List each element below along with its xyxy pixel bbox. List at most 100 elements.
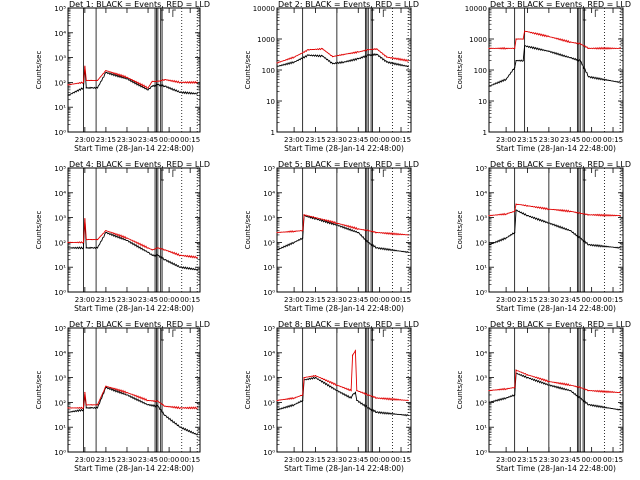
lld-point [91, 404, 93, 406]
series-lld-line [67, 218, 198, 259]
events-point [336, 224, 338, 226]
y-axis-label: Counts/sec [456, 371, 464, 410]
bracket-marker [370, 169, 375, 181]
events-point [514, 66, 516, 69]
events-point [354, 391, 357, 394]
lld-point [147, 87, 149, 89]
plot-frame [488, 7, 624, 133]
y-tick-label: 10⁵ [263, 325, 275, 333]
lld-point [548, 35, 550, 38]
x-tick-label: 23:00 [496, 456, 516, 464]
bracket-marker [160, 9, 164, 21]
panel-title: Det 2: BLACK = Events, RED = LLD [278, 0, 419, 9]
lld-point [343, 53, 345, 55]
x-tick-label: 23:45 [560, 456, 580, 464]
events-point [307, 54, 309, 56]
panel-title: Det 5: BLACK = Events, RED = LLD [278, 160, 419, 169]
y-tick-label: 10³ [475, 215, 487, 223]
events-point [126, 394, 128, 396]
series-lld-line [67, 385, 198, 410]
events-point [105, 71, 107, 74]
y-tick-label: 10 [478, 98, 487, 106]
lld-point [314, 375, 317, 377]
x-tick-label: 00:00 [159, 456, 179, 464]
y-tick-label: 10¹ [475, 424, 487, 432]
y-tick-label: 10¹ [475, 264, 487, 272]
x-tick-label: 23:30 [327, 136, 347, 144]
plot-frame [67, 327, 201, 453]
series-events-line [276, 215, 409, 254]
x-tick-label: 23:45 [560, 136, 580, 144]
panel-title: Det 9: BLACK = Events, RED = LLD [490, 320, 631, 329]
lld-point [179, 81, 181, 83]
lld-point [336, 384, 338, 386]
bracket-marker [582, 169, 587, 181]
lld-point [147, 399, 149, 402]
lld-point [376, 48, 378, 50]
events-point [276, 409, 278, 411]
x-tick-label: 23:30 [117, 136, 137, 144]
events-point [515, 209, 517, 211]
x-axis-label: Start Time (28-Jan-14 22:48:00) [74, 144, 194, 153]
bracket-marker [172, 329, 176, 337]
x-tick-label: 00:00 [582, 296, 602, 304]
lld-point [526, 374, 529, 376]
series-events-line [67, 67, 198, 96]
series-lld-line [276, 214, 409, 236]
series-lld-line [488, 369, 621, 394]
lld-point [579, 43, 581, 45]
x-axis-label: Start Time (28-Jan-14 22:48:00) [496, 144, 616, 153]
lld-point [407, 234, 409, 236]
lld-point [407, 60, 409, 62]
events-point [350, 397, 352, 399]
lld-point [302, 394, 304, 396]
x-tick-label: 23:30 [539, 136, 559, 144]
events-point [196, 269, 198, 271]
lld-point [164, 249, 166, 251]
x-tick-label: 00:15 [603, 456, 623, 464]
x-tick-label: 23:45 [348, 136, 368, 144]
lld-point [196, 81, 198, 83]
panel-det-9: Det 9: BLACK = Events, RED = LLD 10⁰ 10¹ 10… [456, 320, 631, 473]
x-axis-label: Start Time (28-Jan-14 22:48:00) [496, 304, 616, 313]
y-tick-label: 100 [262, 67, 275, 75]
lld-point [96, 404, 99, 406]
y-tick-label: 1 [271, 129, 275, 137]
bracket-marker [582, 329, 587, 341]
x-tick-label: 00:00 [582, 456, 602, 464]
x-axis-label: Start Time (28-Jan-14 22:48:00) [284, 304, 404, 313]
x-tick-label: 00:15 [603, 136, 623, 144]
lld-point [276, 62, 278, 64]
lld-point [354, 350, 357, 352]
events-point [179, 266, 181, 268]
y-tick-label: 10⁰ [475, 289, 487, 297]
panel-det-7: Det 7: BLACK = Events, RED = LLD 10⁰ 10¹ 10… [35, 320, 210, 473]
x-tick-label: 23:00 [75, 456, 95, 464]
lld-point [82, 81, 85, 83]
y-tick-label: 10⁰ [263, 289, 275, 297]
events-point [276, 65, 278, 68]
events-point [293, 61, 295, 63]
lld-point [588, 214, 590, 216]
lld-point [515, 38, 517, 40]
panel-title: Det 3: BLACK = Events, RED = LLD [490, 0, 631, 9]
y-tick-label: 10⁵ [475, 165, 487, 173]
y-tick-label: 10⁵ [54, 165, 66, 173]
series-events-line [276, 52, 409, 67]
lld-point [488, 47, 490, 49]
series-events-line [488, 45, 621, 87]
events-point [276, 249, 278, 251]
lld-point [357, 228, 359, 230]
lld-point [67, 241, 69, 243]
x-tick-label: 23:15 [305, 296, 325, 304]
lld-point [524, 30, 526, 32]
events-point [514, 394, 516, 396]
lld-point [91, 79, 93, 82]
events-point [164, 85, 166, 87]
lld-point [322, 48, 324, 50]
events-point [82, 409, 85, 411]
panel-det-6: Det 6: BLACK = Events, RED = LLD 10⁰ 10¹ 10… [456, 160, 631, 313]
lld-point [303, 377, 305, 379]
lld-point [569, 41, 571, 43]
lld-point [126, 237, 128, 239]
